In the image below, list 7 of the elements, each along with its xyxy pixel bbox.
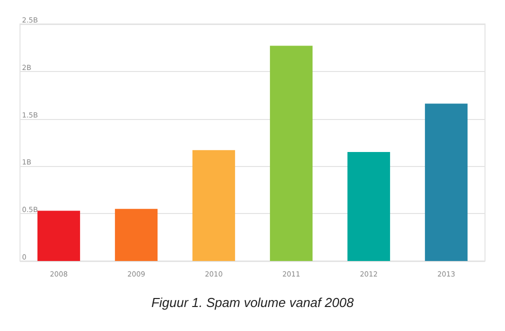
bar bbox=[192, 150, 236, 261]
bar bbox=[347, 152, 390, 261]
bar bbox=[424, 104, 468, 261]
bar bbox=[37, 210, 80, 261]
text: Figuur 1. Spam volume vanaf 2008 bbox=[151, 295, 354, 310]
bar bbox=[114, 208, 158, 261]
bar bbox=[270, 46, 313, 261]
